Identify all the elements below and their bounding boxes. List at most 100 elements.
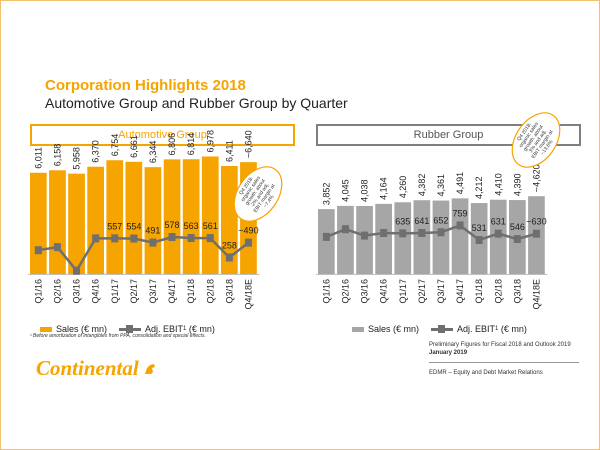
ebit-value-label: ~630 [526,217,546,227]
category-tick-label: Q4/17 [167,279,177,304]
sales-bar [68,173,85,274]
page-subtitle: Automotive Group and Rubber Group by Qua… [45,95,348,111]
category-tick-label: Q4/18E [243,279,253,310]
category-tick-label: Q2/16 [340,279,350,304]
ebit-marker [111,234,119,243]
sales-legend-swatch [40,326,52,332]
sales-bar [106,160,124,274]
sales-bar [30,172,47,274]
sales-value-label: ~6,640 [243,130,253,158]
ebit-marker [130,234,138,243]
sales-value-label: ~4,620 [531,164,541,192]
category-tick-label: Q2/18 [205,279,215,304]
sales-bar [318,209,335,274]
ebit-legend-sup: 1 [183,326,187,332]
ebit-marker [244,238,252,247]
ebit-value-label: 641 [414,216,429,226]
ebit-value-label: 554 [126,222,141,232]
ebit-marker [206,234,214,243]
sales-value-label: 6,411 [224,140,234,162]
ebit-marker [437,228,445,237]
category-tick-label: Q3/18 [224,279,234,304]
ebit-value-label: 491 [145,226,160,236]
sales-bar [394,202,412,274]
category-tick-label: Q3/16 [72,279,82,304]
logo-text: Continental [36,356,139,380]
sales-bar [182,159,200,274]
sales-legend-label: Sales (€ mn) [368,324,420,334]
sales-value-label: 6,661 [129,135,139,158]
ebit-value-label: 652 [433,215,448,225]
sales-value-label: 6,344 [148,141,158,164]
automotive-chart: 6,011 Q1/16 6,158 Q2/16 5,958 Q3/16 6,370 Q4/16… [28,130,283,310]
ebit-value-label: 531 [472,223,487,233]
ebit-marker [34,246,42,255]
report-date: January 2019 [429,350,468,356]
ebit-marker [380,229,388,238]
sales-bar [451,198,469,274]
ebit-marker [361,231,369,240]
sales-value-label: 6,011 [33,147,43,169]
ebit-value-label: 546 [510,222,525,232]
rubber-chart: 3,852 Q1/16 4,045 Q2/16 4,038 Q3/16 4,164 Q4/16… [316,112,561,310]
sales-bar [221,166,238,274]
page-title: Corporation Highlights 2018 [45,77,246,94]
ebit-marker [53,243,61,252]
sales-value-label: 4,212 [474,177,484,200]
ebit-legend-label: Adj. EBIT [457,324,496,334]
category-tick-label: Q1/16 [33,279,43,304]
category-tick-label: Q1/17 [398,279,408,304]
ebit-marker [418,228,426,237]
sales-value-label: 4,045 [340,179,350,202]
callout-bubble [511,112,561,168]
ebit-value-label: 561 [203,221,218,231]
sales-legend-label: Sales (€ mn) [56,324,108,334]
ebit-marker [532,229,540,238]
rubber-group-header: Rubber Group [316,124,581,146]
sales-bar [432,200,450,274]
sales-value-label: 4,491 [455,172,465,195]
sales-bar [87,166,104,274]
ebit-legend-line [119,324,142,333]
sales-value-label: 6,754 [110,134,120,157]
ebit-marker [494,229,502,238]
sales-value-label: 6,370 [91,140,101,163]
sales-value-label: 4,361 [436,174,446,197]
category-tick-label: Q1/18 [474,279,484,304]
sales-bar [163,159,181,274]
sales-value-label: 4,382 [417,174,427,197]
sales-value-label: 6,158 [52,144,62,167]
category-tick-label: Q2/18 [493,279,503,304]
edmr-label: EDMR – Equity and Debt Market Relations [429,370,543,376]
ebit-marker [322,232,330,241]
ebit-marker [92,234,100,243]
sales-bar [125,161,143,274]
ebit-legend-label: Adj. EBIT [145,324,184,334]
sales-value-label: 3,852 [321,183,331,206]
ebit-value-label: 578 [165,220,180,230]
ebit-value-label: 258 [222,240,237,250]
sales-value-label: 6,978 [205,130,215,153]
ebit-value-label: 563 [184,221,199,231]
horse-icon [144,363,155,374]
sales-legend-swatch [352,326,364,332]
ebit-value-label: 759 [453,208,468,218]
ebit-marker [225,253,233,262]
category-tick-label: Q1/16 [321,279,331,304]
ebit-marker [149,238,157,247]
sales-bar [413,200,431,274]
category-tick-label: Q4/16 [91,279,101,304]
category-tick-label: Q2/17 [129,279,139,304]
footnote: ¹ Before amortization of intangibles fro… [30,333,206,339]
footer-divider [429,362,579,363]
automotive-legend: Sales (€ mn) Adj. EBIT 1 (€ mn) [40,324,215,334]
category-tick-label: Q3/17 [148,279,158,304]
ebit-marker [399,229,407,238]
category-tick-label: Q4/17 [455,279,465,304]
ebit-legend-line [431,324,454,333]
category-tick-label: Q3/16 [360,279,370,304]
ebit-marker [456,221,464,230]
automotive-group-header: Automotive Group [30,124,295,146]
ebit-legend-unit: (€ mn) [500,324,527,334]
continental-logo: Continental [36,356,157,381]
